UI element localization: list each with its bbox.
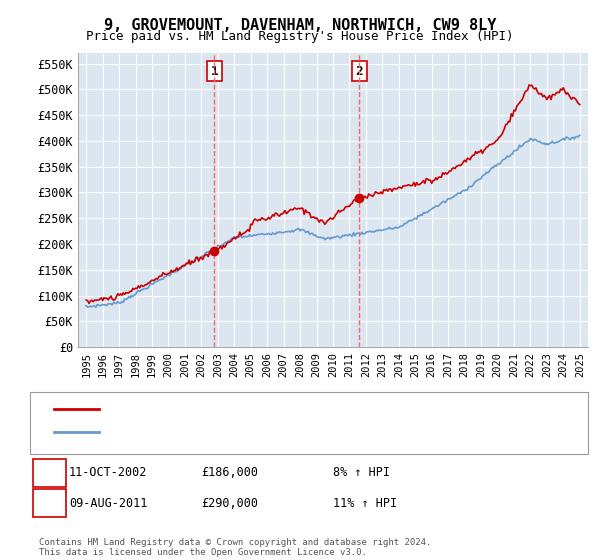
Text: 8% ↑ HPI: 8% ↑ HPI: [333, 466, 390, 479]
Text: 2: 2: [46, 497, 53, 510]
Text: Contains HM Land Registry data © Crown copyright and database right 2024.
This d: Contains HM Land Registry data © Crown c…: [39, 538, 431, 557]
Text: 2: 2: [356, 64, 363, 77]
Text: Price paid vs. HM Land Registry's House Price Index (HPI): Price paid vs. HM Land Registry's House …: [86, 30, 514, 43]
Text: 1: 1: [211, 64, 218, 77]
Text: 09-AUG-2011: 09-AUG-2011: [69, 497, 148, 510]
Text: 9, GROVEMOUNT, DAVENHAM, NORTHWICH, CW9 8LY (detached house): 9, GROVEMOUNT, DAVENHAM, NORTHWICH, CW9 …: [107, 404, 482, 414]
Text: £290,000: £290,000: [201, 497, 258, 510]
Text: 11% ↑ HPI: 11% ↑ HPI: [333, 497, 397, 510]
Text: HPI: Average price, detached house, Cheshire West and Chester: HPI: Average price, detached house, Ches…: [107, 427, 488, 437]
Text: £186,000: £186,000: [201, 466, 258, 479]
Text: 11-OCT-2002: 11-OCT-2002: [69, 466, 148, 479]
Text: 9, GROVEMOUNT, DAVENHAM, NORTHWICH, CW9 8LY: 9, GROVEMOUNT, DAVENHAM, NORTHWICH, CW9 …: [104, 18, 496, 33]
Text: 1: 1: [46, 466, 53, 479]
